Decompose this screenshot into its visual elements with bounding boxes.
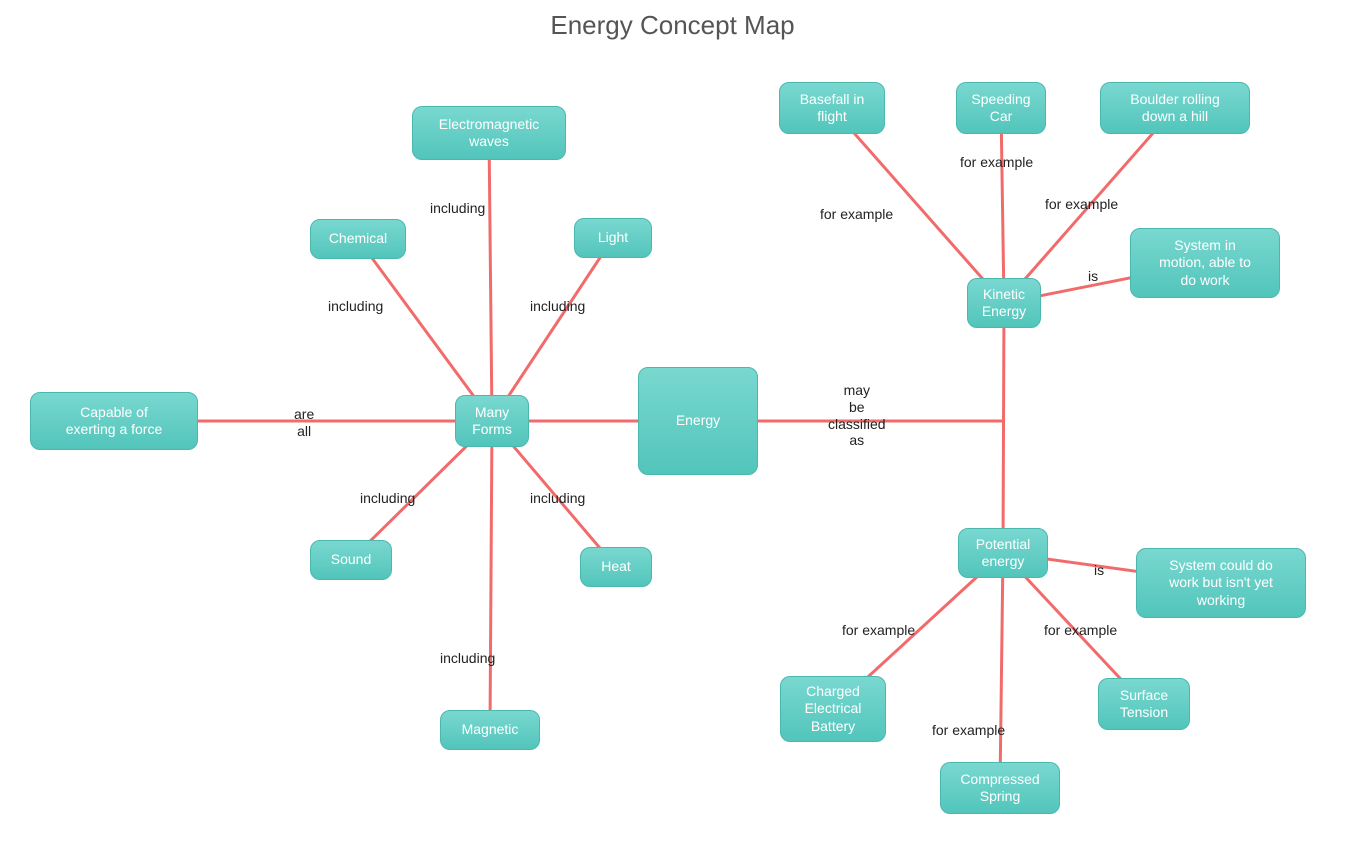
concept-node[interactable]: Sound [310,540,392,580]
concept-node[interactable]: System could dowork but isn't yetworking [1136,548,1306,618]
edge-label: may be classified as [828,382,886,449]
edge-label: for example [960,154,1033,171]
edge-label: including [530,490,585,507]
edge-label: is [1094,562,1104,579]
concept-node[interactable]: Chemical [310,219,406,259]
concept-node[interactable]: SurfaceTension [1098,678,1190,730]
concept-node[interactable]: Electromagneticwaves [412,106,566,160]
concept-node[interactable]: KineticEnergy [967,278,1041,328]
concept-node[interactable]: Heat [580,547,652,587]
concept-node[interactable]: Light [574,218,652,258]
edge-label: including [328,298,383,315]
concept-node[interactable]: Potentialenergy [958,528,1048,578]
edge-label: for example [820,206,893,223]
concept-node[interactable]: Magnetic [440,710,540,750]
edge-label: including [360,490,415,507]
edge-line [492,238,613,421]
edge-label: for example [842,622,915,639]
edge-label: including [440,650,495,667]
edge-label: including [430,200,485,217]
edge-label: for example [932,722,1005,739]
edge-label: for example [1045,196,1118,213]
edge-line [1001,108,1004,303]
edge-line [1003,303,1004,553]
concept-node[interactable]: Capable ofexerting a force [30,392,198,450]
edge-line [489,133,492,421]
edge-line [490,421,492,730]
edge-line [1000,553,1003,788]
edge-label: is [1088,268,1098,285]
edge-label: for example [1044,622,1117,639]
concept-node[interactable]: Basefall inflight [779,82,885,134]
concept-node[interactable]: System inmotion, able todo work [1130,228,1280,298]
concept-node[interactable]: Energy [638,367,758,475]
concept-node[interactable]: ManyForms [455,395,529,447]
concept-node[interactable]: ChargedElectricalBattery [780,676,886,742]
edge-label: are all [294,406,314,440]
concept-node[interactable]: SpeedingCar [956,82,1046,134]
edge-line [358,239,492,421]
concept-node[interactable]: Boulder rollingdown a hill [1100,82,1250,134]
concept-node[interactable]: CompressedSpring [940,762,1060,814]
edge-label: including [530,298,585,315]
